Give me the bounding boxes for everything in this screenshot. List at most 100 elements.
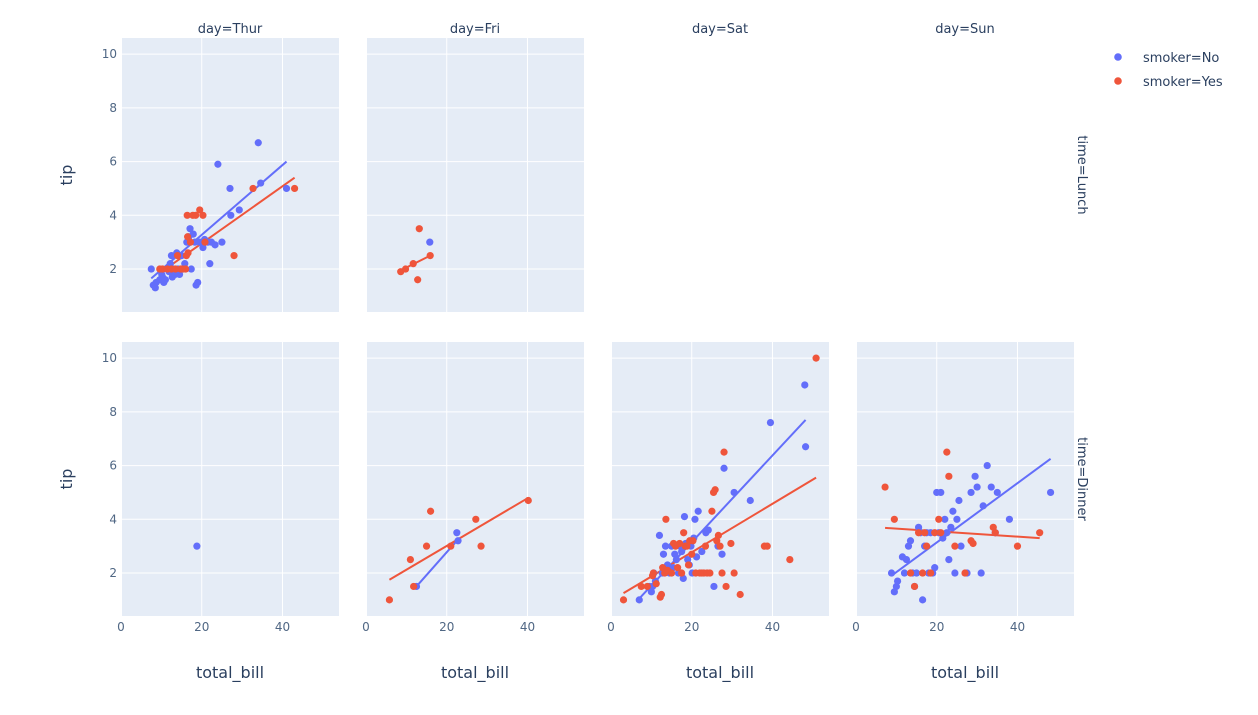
point-yes[interactable] [183, 211, 191, 219]
point-yes[interactable] [657, 590, 666, 599]
point-no[interactable] [226, 184, 234, 193]
point-no[interactable] [214, 160, 222, 168]
point-yes[interactable] [714, 531, 722, 540]
point-yes[interactable] [662, 515, 670, 523]
point-yes[interactable] [406, 555, 415, 564]
point-no[interactable] [902, 555, 911, 564]
point-no[interactable] [426, 238, 434, 246]
point-no[interactable] [951, 569, 959, 577]
point-no[interactable] [704, 526, 712, 534]
point-no[interactable] [979, 502, 987, 510]
point-yes[interactable] [919, 569, 927, 577]
point-yes[interactable] [619, 596, 628, 604]
point-no[interactable] [161, 276, 170, 284]
point-no[interactable] [955, 496, 963, 505]
point-yes[interactable] [652, 580, 660, 588]
point-yes[interactable] [711, 486, 719, 494]
point-no[interactable] [175, 270, 184, 278]
point-yes[interactable] [184, 249, 192, 257]
point-no[interactable] [977, 569, 985, 577]
point-no[interactable] [1005, 515, 1014, 523]
point-yes[interactable] [674, 564, 682, 572]
point-yes[interactable] [173, 251, 182, 260]
point-yes[interactable] [927, 569, 935, 577]
legend-item-yes[interactable]: smoker=Yes [1114, 75, 1223, 90]
point-no[interactable] [194, 278, 202, 287]
point-no[interactable] [181, 260, 189, 268]
point-no[interactable] [730, 488, 738, 497]
point-yes[interactable] [181, 265, 190, 273]
point-yes[interactable] [786, 555, 794, 564]
point-no[interactable] [282, 184, 291, 193]
point-yes[interactable] [192, 211, 200, 219]
point-yes[interactable] [524, 496, 532, 505]
point-no[interactable] [766, 418, 775, 427]
point-no[interactable] [151, 284, 159, 292]
point-yes[interactable] [812, 354, 820, 362]
point-yes[interactable] [716, 542, 724, 550]
point-no[interactable] [211, 241, 219, 249]
point-no[interactable] [967, 488, 975, 497]
point-no[interactable] [941, 515, 949, 523]
point-yes[interactable] [906, 569, 915, 577]
point-yes[interactable] [426, 507, 435, 515]
point-yes[interactable] [199, 211, 207, 219]
point-yes[interactable] [676, 539, 684, 548]
point-yes[interactable] [961, 569, 969, 577]
point-no[interactable] [971, 472, 979, 480]
point-yes[interactable] [426, 251, 434, 260]
point-no[interactable] [218, 238, 226, 246]
point-no[interactable] [698, 547, 706, 556]
point-no[interactable] [987, 483, 995, 491]
point-yes[interactable] [736, 590, 744, 599]
point-yes[interactable] [477, 542, 485, 550]
point-no[interactable] [892, 582, 900, 591]
point-yes[interactable] [409, 260, 417, 268]
point-no[interactable] [746, 496, 754, 505]
point-no[interactable] [647, 588, 655, 596]
point-no[interactable] [189, 230, 197, 238]
point-no[interactable] [454, 537, 462, 545]
point-yes[interactable] [991, 529, 999, 537]
point-no[interactable] [694, 507, 702, 515]
point-yes[interactable] [718, 569, 726, 577]
point-yes[interactable] [414, 276, 422, 284]
point-yes[interactable] [290, 184, 299, 193]
point-yes[interactable] [680, 529, 688, 537]
point-yes[interactable] [230, 251, 238, 260]
point-yes[interactable] [914, 529, 923, 537]
point-no[interactable] [680, 513, 689, 521]
point-no[interactable] [943, 529, 951, 537]
point-yes[interactable] [678, 569, 686, 577]
point-yes[interactable] [730, 569, 738, 577]
point-no[interactable] [193, 542, 201, 550]
point-yes[interactable] [890, 515, 898, 523]
point-no[interactable] [147, 265, 155, 273]
point-yes[interactable] [923, 542, 931, 550]
point-yes[interactable] [683, 542, 691, 550]
point-yes[interactable] [722, 582, 730, 591]
point-yes[interactable] [935, 515, 943, 523]
point-no[interactable] [691, 515, 699, 523]
point-yes[interactable] [472, 515, 480, 523]
point-no[interactable] [949, 507, 957, 515]
point-yes[interactable] [881, 483, 889, 491]
point-yes[interactable] [689, 537, 697, 545]
point-no[interactable] [187, 265, 195, 273]
point-no[interactable] [227, 211, 235, 219]
point-yes[interactable] [249, 184, 257, 193]
point-no[interactable] [953, 515, 961, 523]
point-yes[interactable] [921, 529, 929, 537]
point-yes[interactable] [931, 529, 939, 537]
point-no[interactable] [659, 550, 668, 558]
point-no[interactable] [186, 225, 194, 233]
point-no[interactable] [801, 381, 809, 389]
point-yes[interactable] [649, 569, 657, 577]
point-yes[interactable] [688, 550, 696, 558]
point-yes[interactable] [643, 582, 651, 591]
point-yes[interactable] [684, 561, 693, 569]
point-no[interactable] [993, 488, 1001, 497]
point-yes[interactable] [1036, 529, 1044, 537]
point-yes[interactable] [910, 582, 919, 591]
point-yes[interactable] [447, 542, 455, 550]
